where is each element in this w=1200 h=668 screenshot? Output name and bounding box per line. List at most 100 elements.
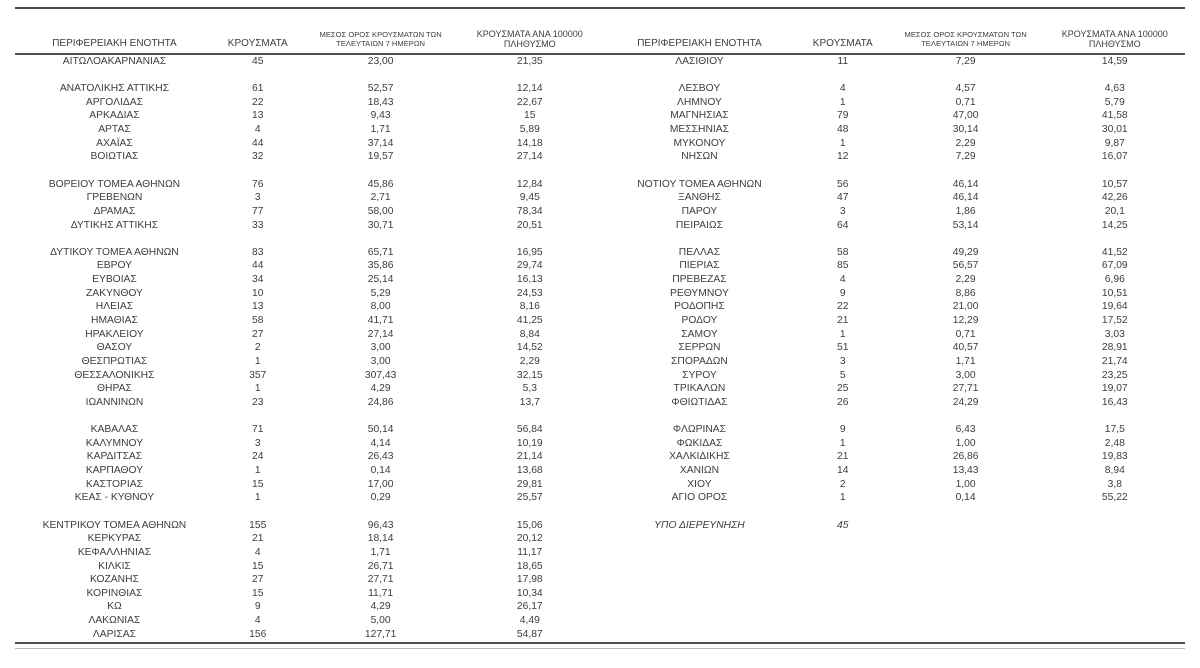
- region-cell: ΚΙΛΚΙΣ: [98, 560, 131, 572]
- right-table-body: ΛΑΣΙΘΙΟΥ 11 7,29 14,59 ΛΕΣΒΟΥ 4 4,57 4,63 ΛΗΜΝΟΥ…: [600, 55, 1185, 532]
- cases-cell: 1: [839, 96, 846, 108]
- per100k-cell: 6,96: [1104, 274, 1125, 286]
- cases-cell: 15: [252, 478, 264, 490]
- table-row: ΠΕΙΡΑΙΩΣ 64 53,14 14,25: [600, 219, 1185, 233]
- cases-cell: 15: [252, 587, 264, 599]
- spacer-row: [600, 69, 1185, 83]
- cases-cell: 71: [252, 424, 264, 436]
- region-cell: ΚΑΡΠΑΘΟΥ: [85, 465, 144, 477]
- avg7d-cell: 19,57: [367, 151, 394, 163]
- per100k-cell: 27,14: [516, 151, 543, 163]
- avg7d-cell: 0,71: [955, 96, 976, 108]
- avg7d-cell: 1,71: [955, 355, 976, 367]
- per100k-cell: 16,95: [516, 246, 543, 258]
- per100k-cell: 9,87: [1104, 137, 1125, 149]
- per100k-cell: 41,58: [1101, 110, 1128, 122]
- avg7d-cell: 26,43: [367, 451, 394, 463]
- avg7d-cell: 41,71: [367, 314, 394, 326]
- region-cell: ΛΑΣΙΘΙΟΥ: [675, 55, 724, 67]
- per100k-cell: 32,15: [516, 369, 543, 381]
- avg7d-cell: 9,43: [370, 110, 391, 122]
- cases-cell: 4: [839, 274, 846, 286]
- region-cell: ΚΑΡΔΙΤΣΑΣ: [86, 451, 143, 463]
- cases-cell: 23: [252, 396, 264, 408]
- avg7d-cell: 37,14: [367, 137, 394, 149]
- avg7d-cell: 0,14: [370, 465, 391, 477]
- spacer-row: [15, 505, 600, 519]
- cases-cell: 10: [252, 287, 264, 299]
- table-row: ΠΡΕΒΕΖΑΣ 4 2,29 6,96: [600, 273, 1185, 287]
- table-row: ΑΝΑΤΟΛΙΚΗΣ ΑΤΤΙΚΗΣ 61 52,57 12,14: [15, 82, 600, 96]
- table-row: ΗΛΕΙΑΣ 13 8,00 8,16: [15, 301, 600, 315]
- cases-cell: 27: [252, 574, 264, 586]
- region-cell: ΧΙΟΥ: [687, 478, 712, 490]
- table-row: ΞΑΝΘΗΣ 47 46,14 42,26: [600, 191, 1185, 205]
- per100k-cell: 5,3: [522, 383, 537, 395]
- region-cell: ΡΟΔΟΥ: [681, 314, 718, 326]
- col-header-region: ΠΕΡΙΦΕΡΕΙΑΚΗ ΕΝΟΤΗΤΑ: [637, 38, 762, 49]
- table-row: ΛΕΣΒΟΥ 4 4,57 4,63: [600, 82, 1185, 96]
- cases-cell: 1: [254, 492, 261, 504]
- table-row: ΘΕΣΠΡΩΤΙΑΣ 1 3,00 2,29: [15, 355, 600, 369]
- top-rule: [15, 7, 1185, 9]
- region-cell: ΠΙΕΡΙΑΣ: [679, 260, 720, 272]
- per100k-cell: 4,63: [1104, 83, 1125, 95]
- table-row: ΠΑΡΟΥ 3 1,86 20,1: [600, 205, 1185, 219]
- table-row: ΒΟΡΕΙΟΥ ΤΟΜΕΑ ΑΘΗΝΩΝ 76 45,86 12,84: [15, 178, 600, 192]
- avg7d-cell: 26,86: [952, 451, 979, 463]
- table-row: ΚΑΡΠΑΘΟΥ 1 0,14 13,68: [15, 464, 600, 478]
- cases-cell: 5: [839, 369, 846, 381]
- avg7d-cell: 26,71: [367, 560, 394, 572]
- region-cell: ΘΑΣΟΥ: [96, 342, 133, 354]
- region-cell: ΠΕΛΛΑΣ: [678, 246, 721, 258]
- cases-cell: 3: [839, 355, 846, 367]
- per100k-cell: 20,51: [516, 219, 543, 231]
- avg7d-cell: 0,14: [955, 492, 976, 504]
- avg7d-cell: 6,43: [955, 424, 976, 436]
- col-header-cases: ΚΡΟΥΣΜΑΤΑ: [227, 38, 288, 49]
- cases-cell: 44: [252, 260, 264, 272]
- avg7d-cell: 46,14: [952, 192, 979, 204]
- avg7d-cell: 18,14: [367, 533, 394, 545]
- region-cell: ΧΑΛΚΙΔΙΚΗΣ: [669, 451, 730, 463]
- table-row: ΕΒΡΟΥ 44 35,86 29,74: [15, 260, 600, 274]
- avg7d-cell: 46,14: [952, 178, 979, 190]
- region-cell: ΑΡΤΑΣ: [98, 124, 131, 136]
- under-investigation-row: ΥΠΟ ΔΙΕΡΕΥΝΗΣΗ 45: [600, 519, 1185, 533]
- per100k-cell: 28,91: [1101, 342, 1128, 354]
- region-cell: ΛΗΜΝΟΥ: [677, 96, 722, 108]
- table-row: ΔΥΤΙΚΟΥ ΤΟΜΕΑ ΑΘΗΝΩΝ 83 65,71 16,95: [15, 246, 600, 260]
- table-row: ΡΕΘΥΜΝΟΥ 9 8,86 10,51: [600, 287, 1185, 301]
- cases-cell: 58: [252, 314, 264, 326]
- region-cell: ΚΕΦΑΛΛΗΝΙΑΣ: [77, 546, 152, 558]
- avg7d-cell: 12,29: [952, 314, 979, 326]
- col-header-cases: ΚΡΟΥΣΜΑΤΑ: [812, 38, 873, 49]
- per100k-cell: 22,67: [516, 96, 543, 108]
- avg7d-cell: 30,71: [367, 219, 394, 231]
- region-cell: ΣΠΟΡΑΔΩΝ: [671, 355, 728, 367]
- cases-cell: 22: [837, 301, 849, 313]
- cases-cell: 24: [252, 451, 264, 463]
- cases-cell: 12: [837, 151, 849, 163]
- per100k-cell: 10,51: [1101, 287, 1128, 299]
- right-table-header: ΠΕΡΙΦΕΡΕΙΑΚΗ ΕΝΟΤΗΤΑ ΚΡΟΥΣΜΑΤΑ ΜΕΣΟΣ ΟΡΟΣ …: [600, 9, 1185, 53]
- cases-cell: 27: [252, 328, 264, 340]
- avg7d-cell: 4,29: [370, 383, 391, 395]
- cases-cell: 2: [839, 478, 846, 490]
- table-row: ΝΗΣΩΝ 12 7,29 16,07: [600, 150, 1185, 164]
- avg7d-cell: 2,71: [370, 192, 391, 204]
- per100k-cell: 15: [524, 110, 536, 122]
- table-headers: ΠΕΡΙΦΕΡΕΙΑΚΗ ΕΝΟΤΗΤΑ ΚΡΟΥΣΜΑΤΑ ΜΕΣΟΣ ΟΡΟΣ …: [15, 9, 1185, 53]
- per100k-cell: 17,52: [1101, 314, 1128, 326]
- avg7d-cell: 30,14: [952, 124, 979, 136]
- avg7d-cell: 4,29: [370, 601, 391, 613]
- avg7d-cell: 1,71: [370, 546, 391, 558]
- region-cell: ΑΝΑΤΟΛΙΚΗΣ ΑΤΤΙΚΗΣ: [59, 83, 170, 95]
- avg7d-cell: 0,71: [955, 328, 976, 340]
- table-row: ΛΗΜΝΟΥ 1 0,71 5,79: [600, 96, 1185, 110]
- avg7d-cell: 8,00: [370, 301, 391, 313]
- cases-cell: 4: [839, 83, 846, 95]
- avg7d-cell: 5,00: [370, 615, 391, 627]
- avg7d-cell: 13,43: [952, 465, 979, 477]
- region-cell: ΛΑΡΙΣΑΣ: [92, 628, 136, 640]
